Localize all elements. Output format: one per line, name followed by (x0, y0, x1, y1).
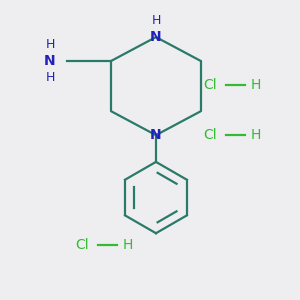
Text: H: H (123, 238, 133, 252)
Text: N: N (150, 128, 162, 142)
Text: H: H (250, 128, 261, 142)
Text: Cl: Cl (203, 128, 217, 142)
Text: N: N (150, 30, 162, 44)
Text: H: H (250, 78, 261, 92)
Text: N: N (43, 54, 55, 68)
Text: Cl: Cl (76, 238, 89, 252)
Text: H: H (151, 14, 160, 27)
Text: H: H (46, 38, 55, 51)
Text: Cl: Cl (203, 78, 217, 92)
Text: H: H (46, 71, 55, 84)
